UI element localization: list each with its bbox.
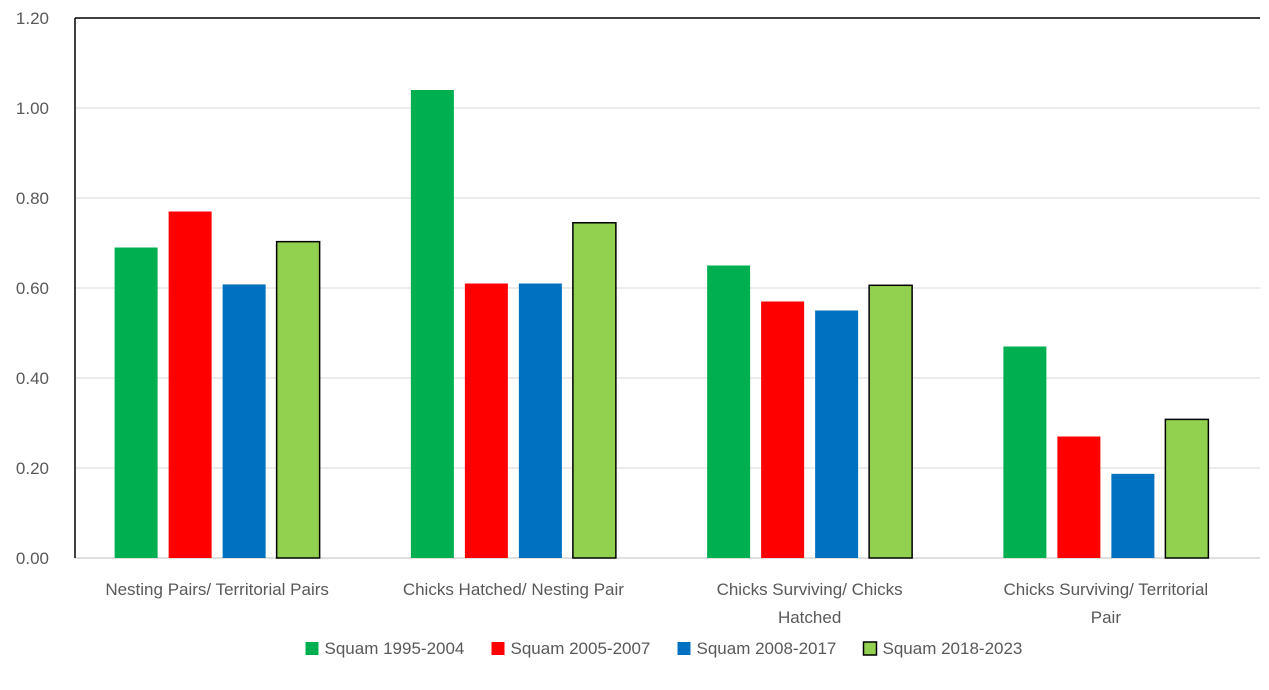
y-tick-labels: 0.00 0.20 0.40 0.60 0.80 1.00 1.20 [16, 9, 49, 568]
y-tick-label: 1.00 [16, 99, 49, 118]
legend-swatch [862, 641, 878, 656]
legend-swatch [677, 642, 691, 655]
y-tick-label: 1.20 [16, 9, 49, 28]
bar [868, 284, 913, 559]
y-tick-label: 0.60 [16, 279, 49, 298]
bar [1057, 436, 1101, 558]
category-label: Chicks Hatched/ Nesting Pair [403, 580, 624, 599]
bar [464, 283, 508, 558]
legend: Squam 1995-2004 Squam 2005-2007 Squam 2008… [305, 639, 1023, 658]
bar [1164, 418, 1210, 559]
legend-label: Squam 2018-2023 [883, 639, 1023, 658]
y-tick-label: 0.00 [16, 549, 49, 568]
category-label: Nesting Pairs/ Territorial Pairs [105, 580, 329, 599]
category-labels: Nesting Pairs/ Territorial Pairs Chicks H… [105, 580, 1208, 627]
bar [761, 301, 805, 558]
category-label: Chicks Surviving/ Territorial [1004, 580, 1209, 599]
legend-label: Squam 1995-2004 [325, 639, 465, 658]
legend-swatch [305, 642, 319, 655]
legend-label: Squam 2005-2007 [511, 639, 651, 658]
bar [410, 90, 454, 558]
category-label: Hatched [778, 608, 841, 627]
legend-label: Squam 2008-2017 [697, 639, 837, 658]
bar [1003, 346, 1047, 558]
bar [572, 222, 617, 559]
category-label: Pair [1091, 608, 1122, 627]
bar [222, 284, 266, 558]
y-tick-label: 0.20 [16, 459, 49, 478]
bar [707, 265, 751, 558]
bar [518, 283, 562, 558]
legend-swatch [491, 642, 505, 655]
bar [114, 247, 158, 558]
bar [815, 310, 859, 558]
bar [168, 211, 212, 558]
y-tick-label: 0.40 [16, 369, 49, 388]
bars [114, 90, 1210, 559]
category-label: Chicks Surviving/ Chicks [717, 580, 903, 599]
bar [1111, 473, 1155, 558]
y-tick-label: 0.80 [16, 189, 49, 208]
bar [275, 240, 321, 559]
